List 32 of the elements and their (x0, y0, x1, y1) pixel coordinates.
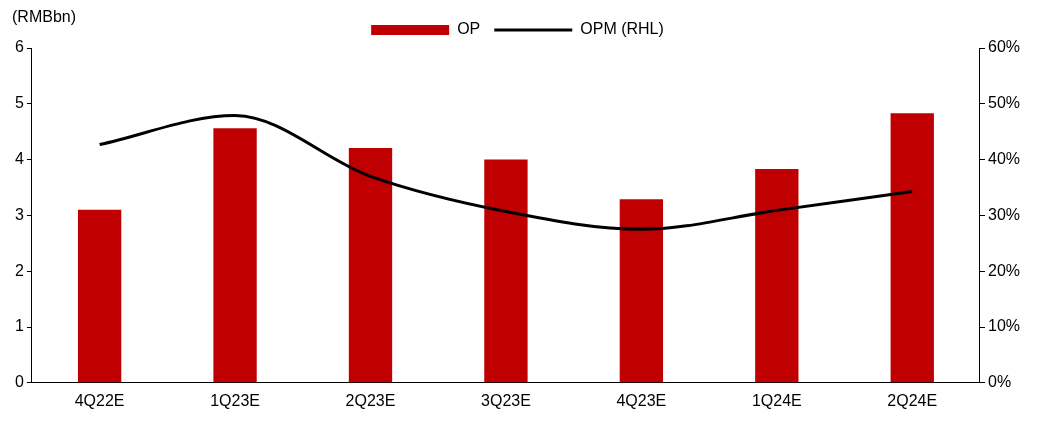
y-tick-label: 1 (14, 317, 24, 335)
y2-tick-label: 10% (987, 317, 1021, 335)
bar (890, 113, 934, 383)
bar (213, 128, 257, 383)
y2-tick-label: 60% (987, 38, 1021, 56)
x-tick-label: 3Q23E (481, 391, 531, 409)
y2-tick-label: 0% (987, 373, 1012, 391)
y-tick-label: 5 (14, 94, 24, 112)
line-series (98, 114, 914, 231)
y2-tick-label: 30% (987, 205, 1021, 223)
x-tick-label: 4Q23E (616, 391, 667, 409)
x-tick-label: 1Q23E (210, 391, 260, 409)
y-tick-label: 4 (14, 150, 24, 168)
legend-label: OP (457, 20, 481, 38)
x-tick-label: 2Q23E (345, 391, 396, 409)
legend-label: OPM (RHL) (580, 20, 664, 38)
y2-tick-label: 40% (987, 150, 1021, 168)
y-tick-label: 0 (14, 373, 24, 391)
bar (619, 199, 664, 383)
y-axis-title: (RMBbn) (12, 8, 77, 26)
x-tick-label: 2Q24E (887, 391, 938, 409)
x-tick-label: 4Q22E (74, 391, 125, 409)
y-tick-label: 3 (14, 205, 24, 223)
bar (77, 209, 122, 383)
x-tick-label: 1Q24E (751, 391, 802, 409)
bar (484, 159, 528, 383)
y-tick-label: 2 (14, 261, 24, 279)
bar (755, 169, 799, 383)
y2-tick-label: 20% (987, 261, 1021, 279)
y2-tick-label: 50% (987, 94, 1021, 112)
bar (348, 147, 393, 383)
y-tick-label: 6 (14, 38, 24, 56)
